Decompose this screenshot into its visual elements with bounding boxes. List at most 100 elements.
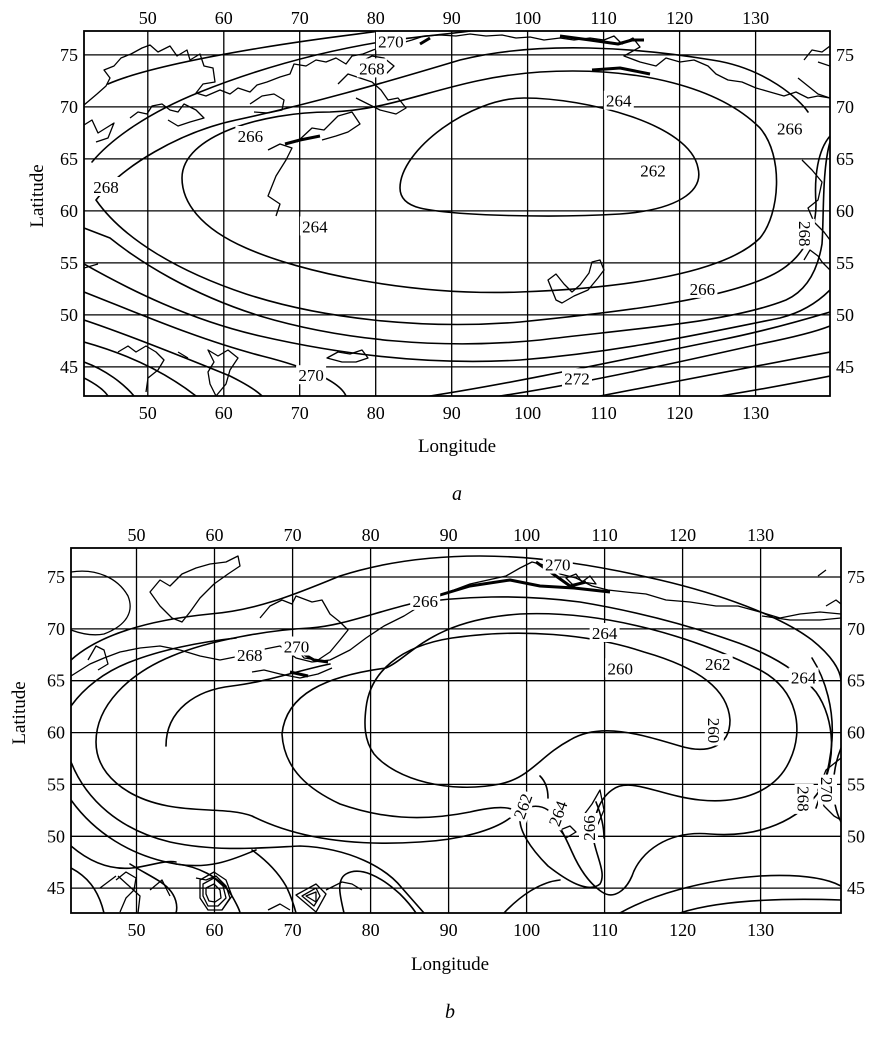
contour-label: 266 [410, 590, 441, 611]
longitude-tick-bottom: 120 [666, 403, 693, 423]
contour-label-background [818, 774, 837, 805]
latitude-tick-left: 65 [47, 671, 65, 691]
longitude-tick-top: 120 [669, 525, 696, 545]
longitude-tick-bottom: 70 [284, 920, 302, 940]
longitude-tick-top: 130 [742, 8, 769, 28]
latitude-tick-right: 60 [836, 201, 854, 221]
contour-label-text: 270 [284, 638, 310, 657]
contour-label-background [296, 365, 327, 385]
y-axis-title-a: Latitude [27, 164, 48, 227]
contour-label: 270 [817, 774, 837, 805]
contour-label-text: 266 [690, 280, 716, 299]
latitude-tick-left: 50 [47, 826, 65, 846]
longitude-tick-top: 110 [590, 8, 616, 28]
contour-label-background [375, 31, 406, 51]
isotherms-b [71, 555, 841, 913]
graticule-a: 50 50 60 60 70 70 80 80 90 90 100 100 110 110 120 120 13… [60, 8, 854, 423]
longitude-tick-bottom: 120 [669, 920, 696, 940]
longitude-tick-bottom: 110 [590, 403, 616, 423]
longitude-tick-top: 100 [513, 525, 540, 545]
contour-label: 266 [579, 813, 599, 843]
contour-label: 266 [235, 126, 266, 146]
coastlines-a [84, 33, 830, 396]
contour-labels-a: 270 268 264 266 266 262 268 264 268 266 270 272 [91, 31, 815, 388]
longitude-tick-top: 50 [139, 8, 157, 28]
contour-label-text: 268 [795, 221, 814, 247]
latitude-tick-left: 55 [60, 253, 78, 273]
contour-label: 270 [281, 636, 312, 657]
longitude-tick-top: 80 [367, 8, 385, 28]
longitude-tick-bottom: 90 [440, 920, 458, 940]
contour-label-background [235, 126, 266, 145]
contour-label-background [794, 783, 814, 814]
contour-label-background [281, 636, 312, 656]
longitude-tick-bottom: 50 [139, 403, 157, 423]
contour-label-text: 264 [606, 92, 632, 111]
latitude-tick-left: 55 [47, 774, 65, 794]
longitude-tick-top: 90 [443, 8, 461, 28]
contour-label-background [795, 218, 815, 249]
contour-label: 264 [299, 216, 330, 237]
latitude-tick-left: 70 [47, 619, 65, 639]
x-axis-title-a: Longitude [418, 436, 496, 457]
contour-label: 268 [795, 218, 815, 249]
contour-label-background [638, 160, 668, 180]
map-frame-b [70, 547, 842, 914]
contour-label-text: 268 [794, 786, 813, 812]
contour-label-text: 270 [817, 777, 836, 803]
contour-label-background [542, 554, 573, 574]
contour-label-background [299, 216, 330, 236]
contour-label-text: 270 [298, 366, 324, 385]
contour-label-background [704, 715, 724, 746]
contour-label-background [774, 118, 805, 138]
contour-label-background [605, 658, 636, 678]
contour-label-text: 268 [93, 178, 119, 197]
contour-label-background [687, 278, 718, 298]
longitude-tick-bottom: 60 [206, 920, 224, 940]
longitude-tick-bottom: 130 [742, 403, 769, 423]
contour-label-background [234, 644, 265, 664]
contour-label-background [562, 368, 592, 388]
latitude-tick-right: 75 [836, 45, 854, 65]
contour-label: 266 [774, 118, 805, 139]
contour-label-background [543, 795, 572, 831]
contour-label-text: 260 [607, 659, 633, 678]
longitude-tick-bottom: 70 [291, 403, 309, 423]
contour-label: 268 [91, 177, 121, 197]
longitude-tick-top: 110 [591, 525, 617, 545]
contour-label: 262 [638, 160, 668, 180]
latitude-tick-right: 45 [847, 878, 865, 898]
latitude-tick-right: 50 [847, 826, 865, 846]
longitude-tick-top: 60 [206, 525, 224, 545]
contour-label-text: 268 [237, 646, 263, 665]
contour-label-background [702, 654, 733, 674]
longitude-tick-bottom: 110 [591, 920, 617, 940]
longitude-tick-bottom: 100 [514, 403, 541, 423]
longitude-tick-top: 50 [128, 525, 146, 545]
contour-label-text: 260 [704, 718, 723, 744]
contour-label-text: 266 [777, 120, 803, 139]
contour-label-text: 264 [791, 669, 817, 688]
contour-label: 264 [543, 795, 572, 831]
latitude-tick-left: 50 [60, 305, 78, 325]
contour-label: 260 [704, 715, 724, 746]
longitude-tick-bottom: 50 [128, 920, 146, 940]
contour-label: 264 [788, 667, 819, 688]
contour-label: 262 [702, 654, 733, 674]
contour-label-background [356, 58, 387, 78]
longitude-tick-top: 70 [291, 8, 309, 28]
contour-label-text: 266 [238, 127, 264, 146]
longitude-tick-bottom: 100 [513, 920, 540, 940]
latitude-tick-right: 65 [847, 671, 865, 691]
contour-label: 264 [589, 623, 620, 643]
contour-label: 270 [375, 31, 406, 51]
latitude-tick-right: 70 [836, 97, 854, 117]
longitude-tick-top: 120 [666, 8, 693, 28]
latitude-tick-right: 60 [847, 723, 865, 743]
contour-label: 260 [605, 658, 636, 678]
latitude-tick-left: 45 [47, 878, 65, 898]
coastlines-b [71, 555, 841, 913]
contour-label-background [788, 667, 819, 687]
contour-label: 268 [794, 783, 814, 814]
